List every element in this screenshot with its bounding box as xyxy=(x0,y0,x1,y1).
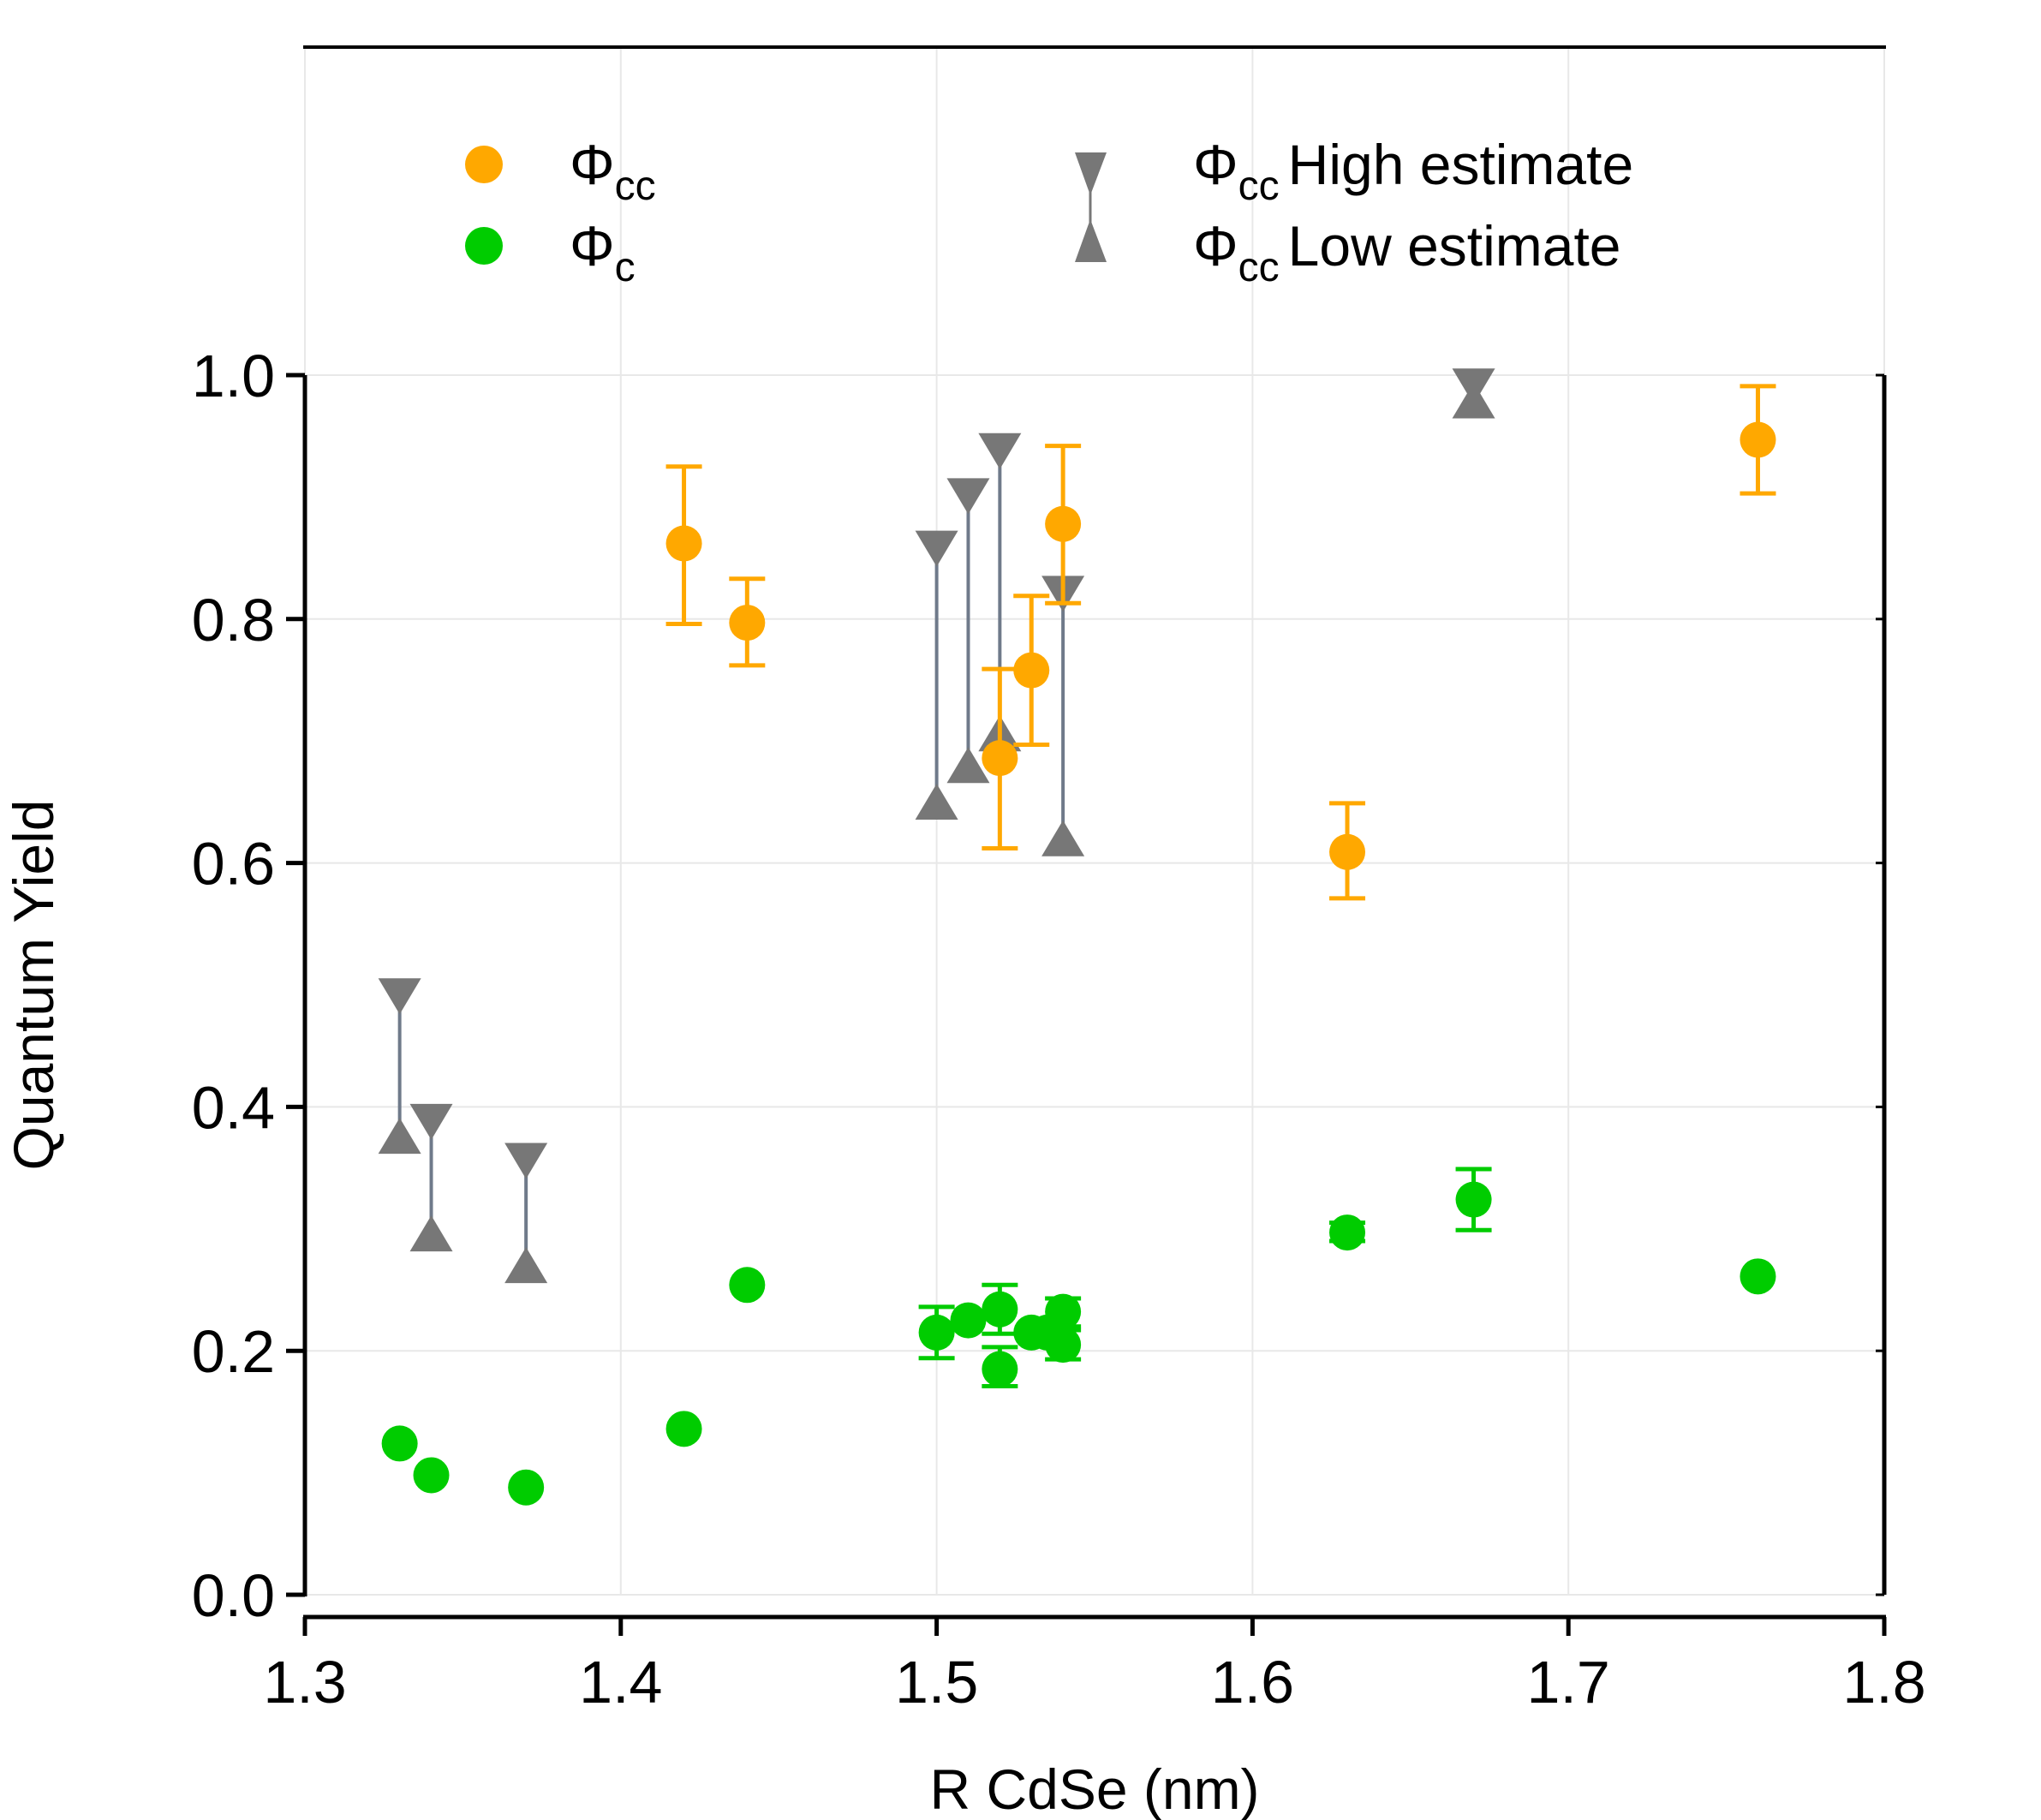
low-estimate-marker xyxy=(409,1215,453,1252)
c-point xyxy=(413,1457,450,1494)
low-estimate-marker xyxy=(1041,820,1085,856)
legend-label-low: Φcc Low estimate xyxy=(1193,214,1621,290)
legend-marker-high-triangle xyxy=(1075,152,1107,195)
c-point xyxy=(918,1314,955,1351)
legend-marker-cc xyxy=(465,146,503,183)
c-point xyxy=(1740,1258,1776,1295)
y-tick-label: 0.6 xyxy=(192,831,275,898)
c-point xyxy=(508,1469,545,1506)
legend-marker-c xyxy=(465,227,503,265)
low-estimate-marker xyxy=(1452,382,1495,419)
y-tick-label: 0.4 xyxy=(192,1074,275,1141)
c-point xyxy=(982,1351,1018,1387)
c-point xyxy=(1045,1293,1082,1330)
high-estimate-marker xyxy=(378,978,421,1015)
legend-label-cc: Φcc xyxy=(570,133,656,209)
c-point xyxy=(381,1425,418,1462)
high-estimate-marker xyxy=(946,478,990,515)
x-tick-label: 1.5 xyxy=(895,1649,978,1716)
c-point xyxy=(1045,1327,1082,1364)
axes: 1.3 1.4 1.5 1.6 1.7 1.8 0.0 0.2 0.4 0.6 0.8 1.0 xyxy=(192,343,1926,1716)
cc-point xyxy=(1740,421,1776,458)
cc-point xyxy=(729,605,766,641)
y-axis-label: Quantum Yield xyxy=(2,800,65,1171)
data-marks xyxy=(378,368,1776,1506)
legend-marker-low-triangle xyxy=(1075,219,1107,262)
legend-label-high: Φcc High estimate xyxy=(1193,133,1633,209)
x-tick-label: 1.4 xyxy=(579,1649,662,1716)
y-tick-label: 1.0 xyxy=(192,343,275,409)
high-estimate-marker xyxy=(504,1143,548,1179)
low-estimate-marker xyxy=(915,783,958,820)
c-point xyxy=(1329,1214,1366,1251)
cc-point xyxy=(982,740,1018,777)
legend-label-c: Φc xyxy=(570,214,636,290)
x-tick-label: 1.6 xyxy=(1211,1649,1294,1716)
cc-point xyxy=(1329,833,1366,870)
x-tick-label: 1.7 xyxy=(1527,1649,1610,1716)
high-estimate-marker xyxy=(978,433,1022,469)
y-tick-label: 0.8 xyxy=(192,587,275,653)
cc-point xyxy=(1013,652,1050,689)
x-tick-label: 1.3 xyxy=(263,1649,346,1716)
x-axis-label: R CdSe (nm) xyxy=(929,1757,1259,1820)
low-estimate-marker xyxy=(504,1247,548,1284)
legend: Φcc Φc Φcc High estimate Φcc Low estimate xyxy=(465,133,1633,290)
cc-point xyxy=(665,525,702,562)
x-tick-label: 1.8 xyxy=(1842,1649,1925,1716)
c-point xyxy=(950,1302,987,1339)
grid xyxy=(304,47,1885,1596)
cc-point xyxy=(1045,505,1082,542)
c-point xyxy=(982,1291,1018,1328)
high-estimate-marker xyxy=(915,530,958,567)
c-point xyxy=(665,1411,702,1447)
high-estimate-marker xyxy=(409,1103,453,1140)
y-tick-label: 0.0 xyxy=(192,1562,275,1629)
y-tick-label: 0.2 xyxy=(192,1318,275,1385)
low-estimate-marker xyxy=(946,747,990,784)
low-estimate-marker xyxy=(378,1118,421,1155)
c-point xyxy=(729,1267,766,1304)
c-point xyxy=(1455,1181,1492,1218)
